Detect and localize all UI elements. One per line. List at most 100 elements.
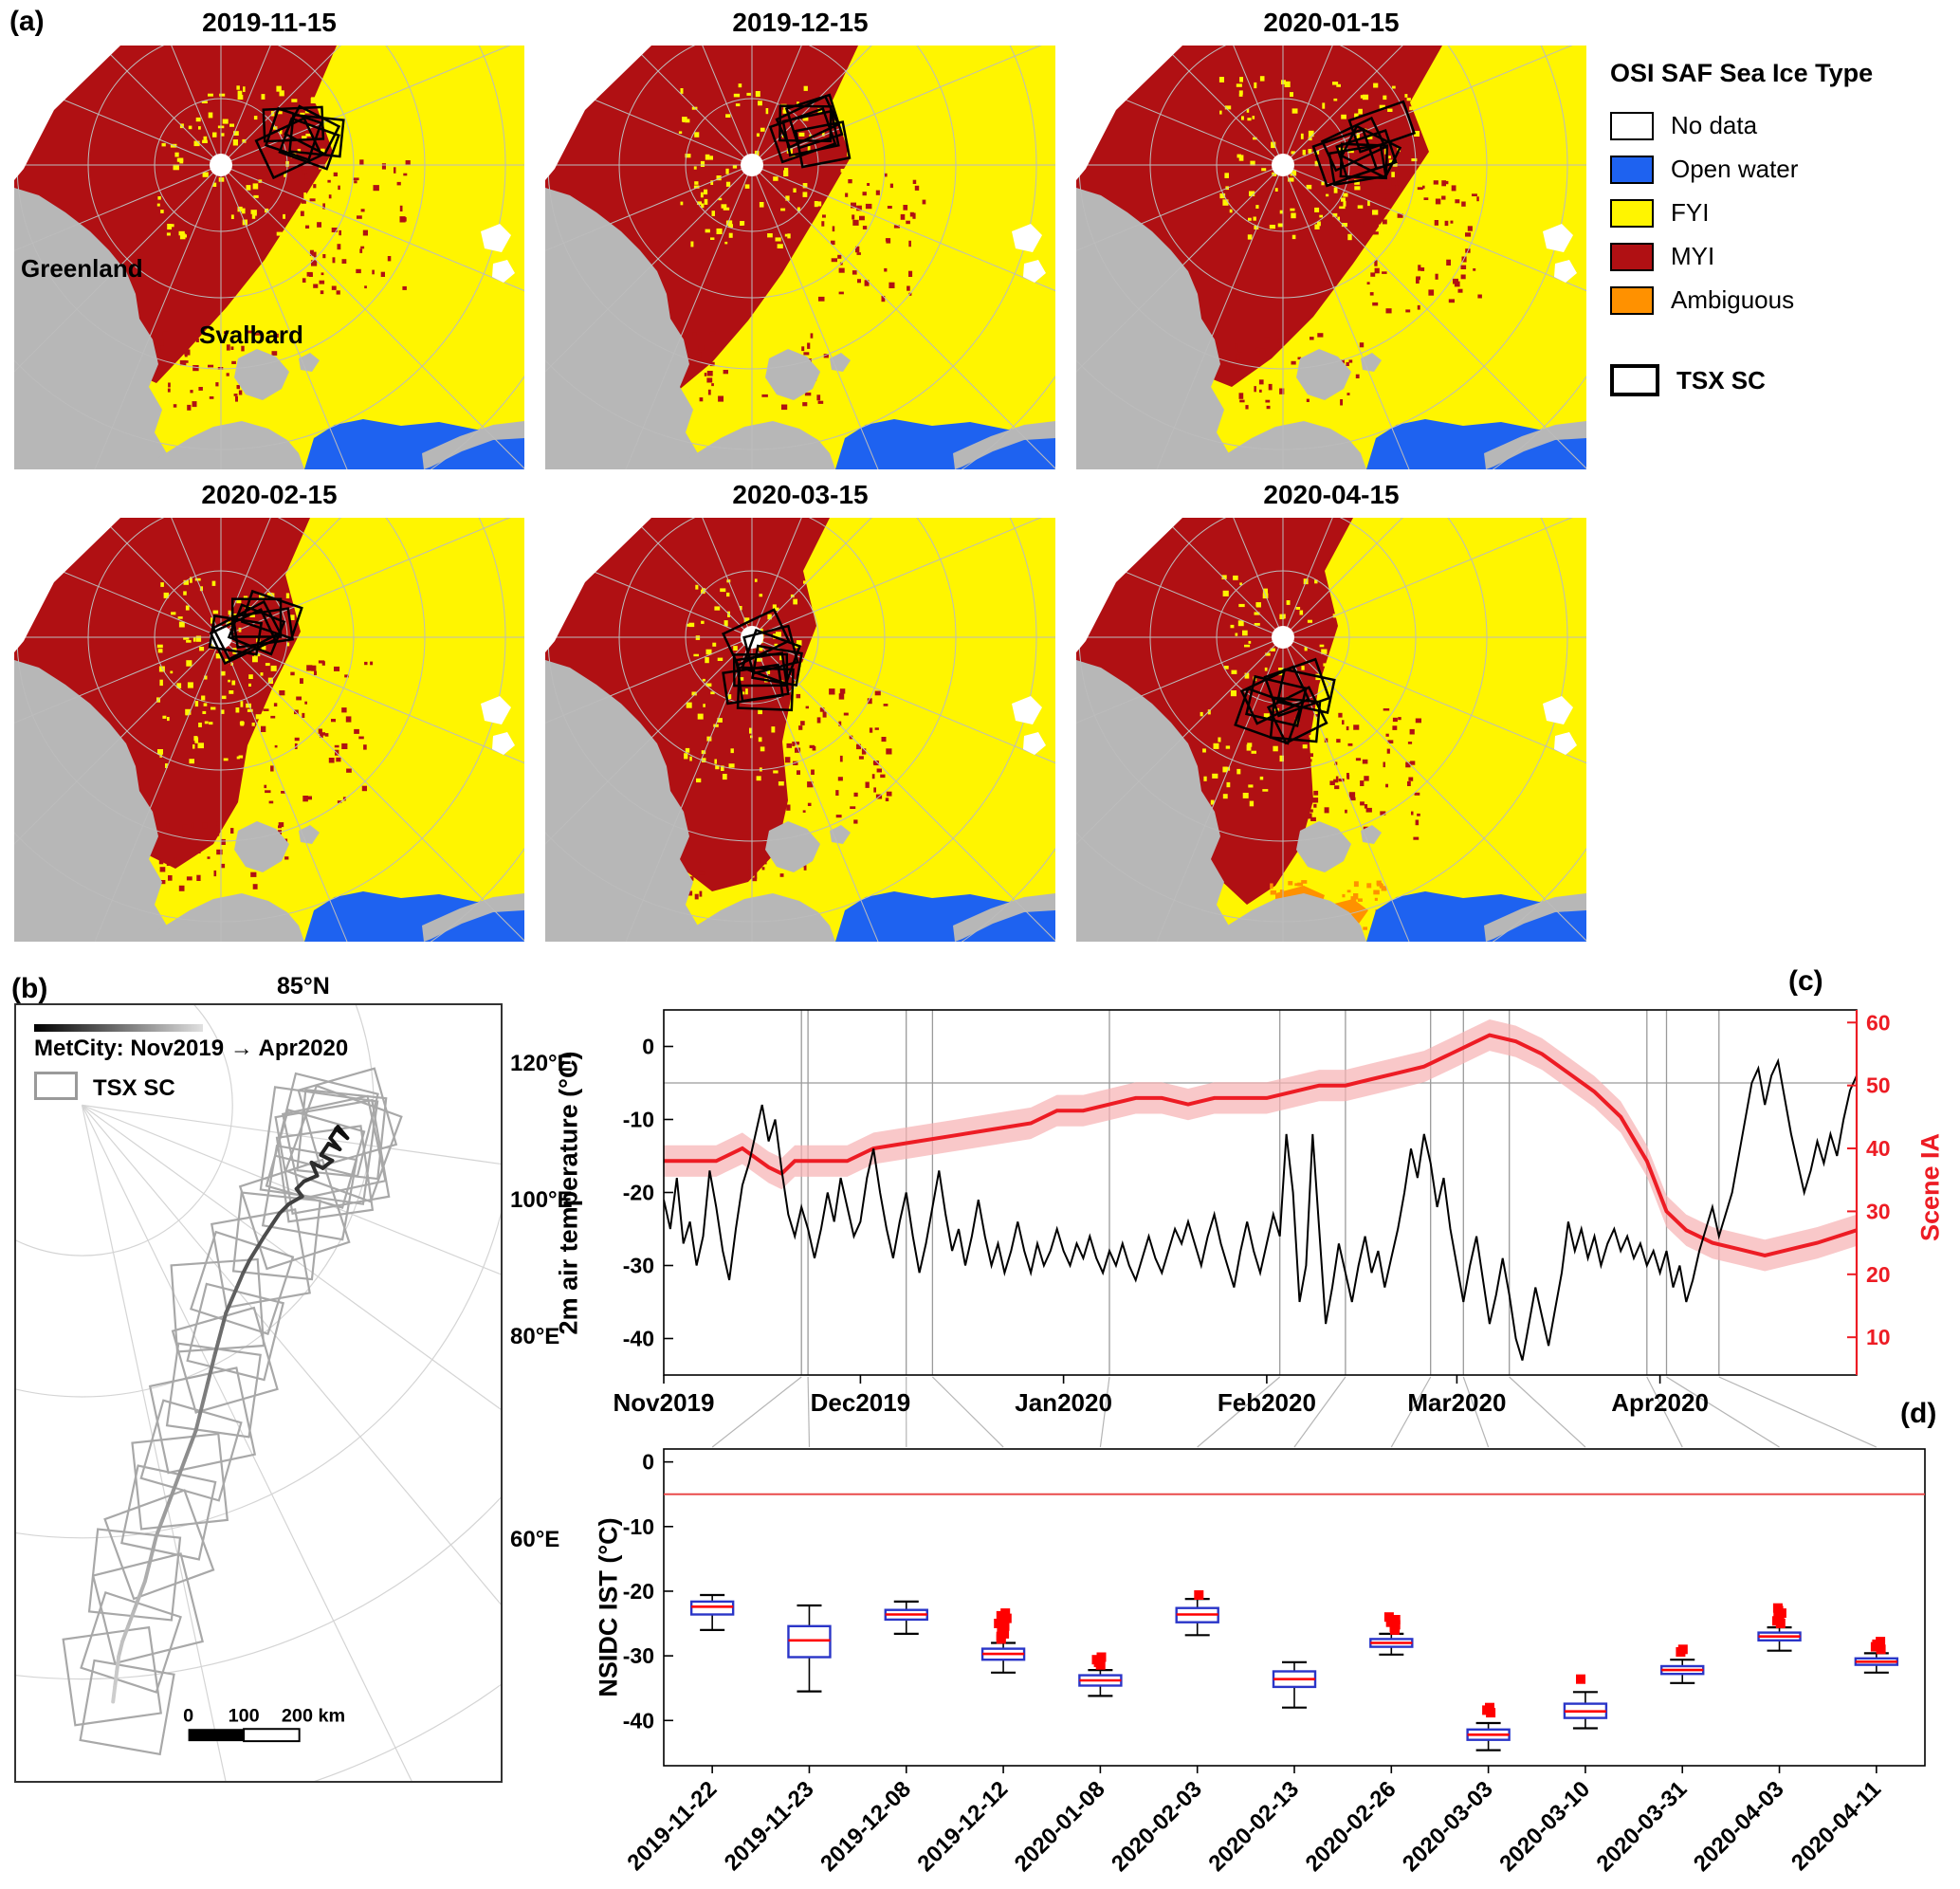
map-panel-1: 2019-11-15 [14,8,524,469]
no-data-swatch [1610,111,1654,140]
timeseries-and-boxplot: 0 -10 -20 -30 -40 10 20 30 40 50 60 Nov2019 Dec2019 J… [614,1009,1926,1877]
outlier-marker [1876,1637,1886,1647]
no-data-areas [545,46,1046,283]
boxplot-date-label: 2020-02-03 [1107,1776,1207,1877]
outlier-marker [997,1616,1007,1626]
fyi-swatch [1610,198,1654,228]
map-title-1: 2019-11-15 [202,8,337,37]
sea-ice-map-2019-12-15 [545,46,1055,469]
ice-speckles [678,83,926,411]
right-tick-label: 30 [1866,1199,1891,1223]
box [787,1624,832,1659]
left-tick-label: -30 [623,1254,654,1278]
map-panel-6: 2020-04-15 [1076,480,1586,942]
lon-80e-label: 80°E [510,1324,560,1349]
greenland-label: Greenland [21,254,143,283]
outlier-marker [999,1621,1010,1631]
box [689,1600,735,1616]
boxplot-frame [663,1448,1926,1767]
no-data-areas [14,46,515,283]
boxplot-date-label: 2020-02-13 [1203,1776,1304,1877]
graticule [545,518,1055,942]
boxplot-date-label: 2020-03-10 [1494,1776,1595,1877]
sea-ice-legend: OSI SAF Sea Ice Type No data Open water … [1610,59,1959,396]
sea-ice-map-2019-11-15 [14,46,524,469]
scale-bar-black [188,1729,245,1742]
boxplot-date-label: 2020-04-11 [1786,1776,1886,1876]
boxplot-date-label: 2020-02-26 [1301,1776,1401,1877]
graticule [545,46,1055,469]
boxplot-ytick-label: -10 [623,1514,654,1539]
tsx-sc-footprints [62,1067,403,1756]
graticule [14,46,524,469]
scale-label: 100 [229,1705,260,1726]
scale-bar-white [243,1728,301,1743]
tsx-sc-footprints [208,589,303,666]
metcity-drift-track [111,1125,350,1704]
outlier-marker [1096,1652,1107,1662]
legend-item-fyi: FYI [1610,198,1959,228]
land-masses [1076,188,1586,469]
map-panel-4: 2020-02-15 [14,480,524,942]
legend-item-no-data: No data [1610,111,1959,140]
myi-swatch [1610,242,1654,271]
panel-connectors [711,1376,1878,1448]
scale-label: 200 km [282,1705,345,1726]
graticule [1076,46,1586,469]
outlier-marker [1385,1617,1396,1627]
sea-ice-map-2020-01-15 [1076,46,1586,469]
tsx-sc-label: TSX SC [1676,365,1766,394]
graticule [14,518,524,942]
ylabel-nsidc-ist: NSIDC IST (°C) [594,1517,623,1697]
outlier-marker [1876,1644,1886,1655]
boxplot-date-label: 2020-01-08 [1010,1776,1110,1877]
no-data-areas [1076,518,1577,755]
graticule [16,1005,501,1781]
land-masses [14,660,524,942]
air-temperature-line [664,1057,1857,1361]
lon-100e-label: 100°E [510,1187,573,1213]
ylabel-scene-ia: Scene IA [1915,1132,1945,1242]
tsx-sc-footprints [1311,100,1417,188]
month-tick-label: Mar2020 [1407,1388,1506,1417]
outlier-marker [1383,1612,1394,1623]
svalbard-label: Svalbard [199,321,303,349]
panel-label-c: (c) [1788,965,1823,997]
boxplot-ytick-label: -20 [623,1579,654,1604]
boxplot-ytick-label: -30 [623,1643,654,1668]
map-title-2: 2019-12-15 [732,8,869,37]
ylabel-air-temperature: 2m air temperature (°C) [554,1051,583,1335]
timeseries-frame [663,1009,1858,1376]
tsx-sc-swatch [1610,364,1659,396]
left-tick-label: 0 [642,1035,654,1059]
legend-label-fyi: FYI [1671,198,1710,227]
acquisition-gridlines [664,1010,1857,1375]
outlier-marker [1772,1603,1783,1613]
legend-label-open-water: Open water [1671,155,1799,183]
boxplot-date-label: 2019-11-22 [622,1776,722,1876]
right-tick-label: 40 [1866,1136,1891,1161]
boxplot-date-label: 2019-11-23 [720,1776,819,1876]
outlier-marker [1485,1702,1494,1713]
right-tick-label: 50 [1866,1073,1891,1098]
boxplot-date-label: 2020-03-31 [1592,1776,1693,1877]
month-tick-label: Jan2020 [1015,1388,1112,1417]
legend-title: OSI SAF Sea Ice Type [1610,59,1874,87]
sea-ice-map-2020-03-15 [545,518,1055,942]
scene-ia-line [664,1033,1857,1257]
drift-track-map: 0 100 200 km [14,1003,503,1783]
legend-item-tsx: TSX SC [1610,364,1959,396]
boxplot-date-label: 2019-12-08 [815,1776,916,1877]
right-tick-label: 20 [1866,1262,1891,1287]
tsx-sc-footprints [1234,657,1336,745]
map-panel-5: 2020-03-15 [545,480,1055,942]
map-panel-3: 2020-01-15 [1076,8,1586,469]
outlier-marker [1194,1590,1204,1600]
outlier-marker [1001,1613,1012,1623]
right-tick-label: 60 [1866,1010,1891,1035]
outlier-marker [1576,1674,1585,1684]
open-water-swatch [1610,155,1654,184]
ice-speckles [684,578,892,900]
map-title-4: 2020-02-15 [201,480,338,509]
